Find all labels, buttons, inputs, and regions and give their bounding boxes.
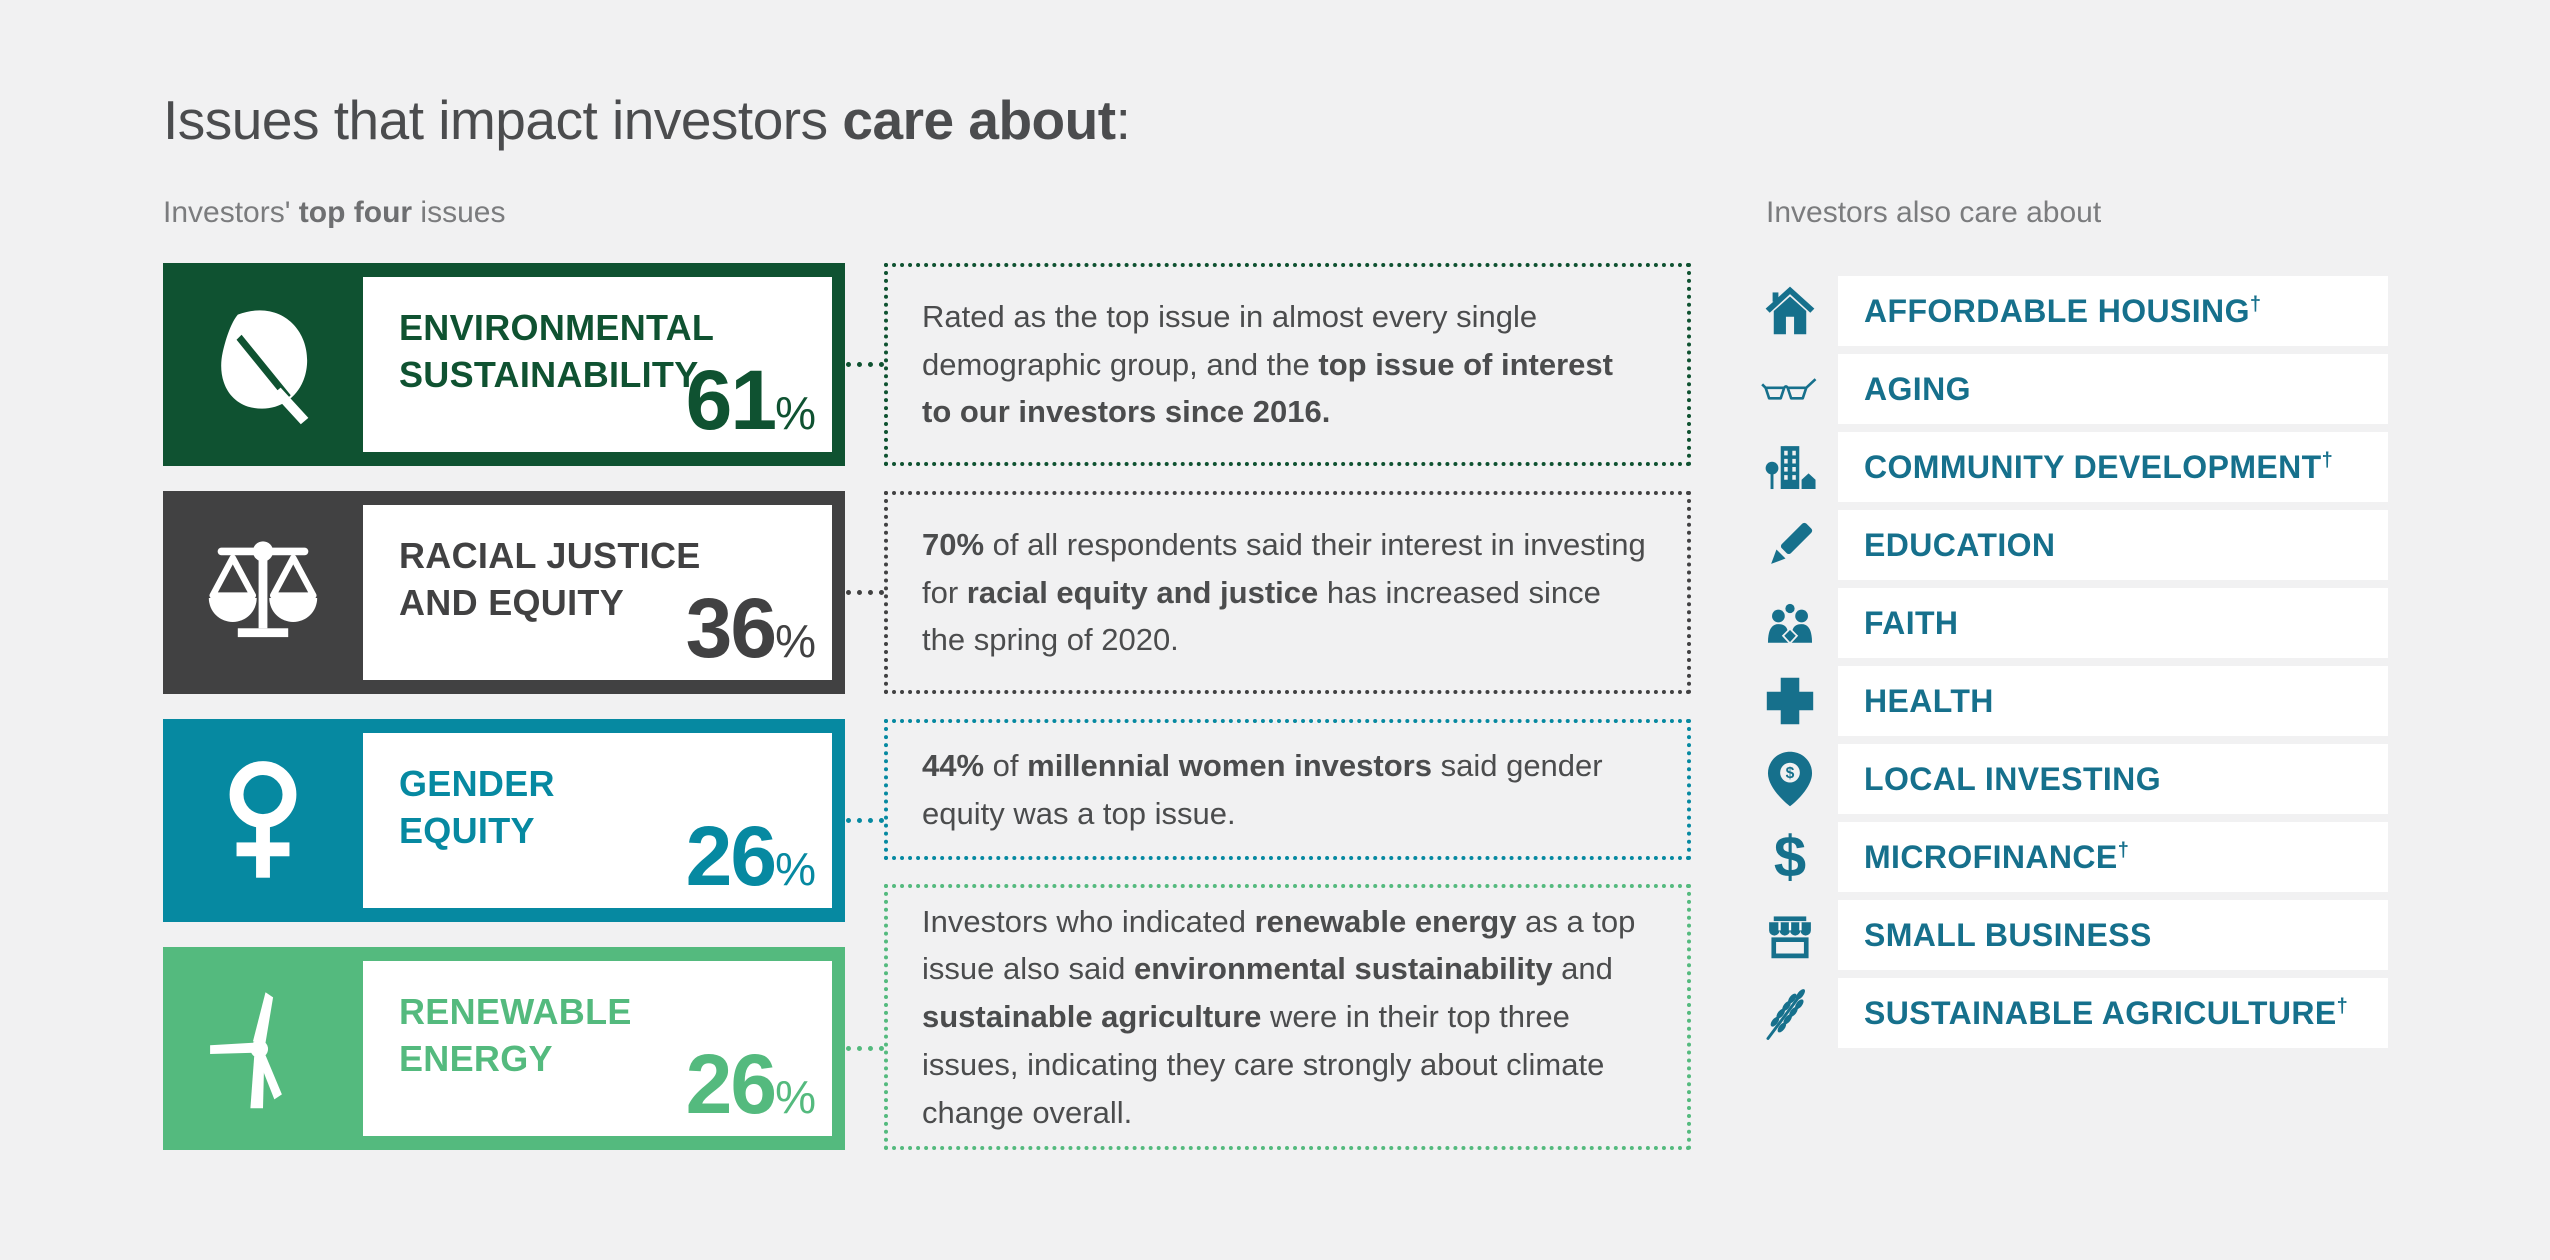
wheat-icon [1752, 978, 1828, 1048]
issue-card-body: RACIAL JUSTICE AND EQUITY 36% [363, 505, 832, 680]
issue-percent: 61% [685, 353, 816, 447]
community-icon [1752, 432, 1828, 502]
list-item-microfinance: MICROFINANCE† [1838, 822, 2388, 892]
issue-card-racial-justice: RACIAL JUSTICE AND EQUITY 36% [163, 491, 845, 694]
issue-title: GENDER EQUITY [399, 763, 555, 851]
issue-percent: 36% [685, 581, 816, 675]
issue-note-text: Investors who indicated renewable energy… [922, 903, 1636, 1130]
issue-note: Rated as the top issue in almost every s… [884, 263, 1691, 466]
list-item-small-business: SMALL BUSINESS [1838, 900, 2388, 970]
issue-note-text: Rated as the top issue in almost every s… [922, 298, 1613, 430]
list-item-health: HEALTH [1838, 666, 2388, 736]
issue-note: 70% of all respondents said their intere… [884, 491, 1691, 694]
issue-card-body: ENVIRONMENTAL SUSTAINABILITY 61% [363, 277, 832, 452]
pencil-icon [1752, 510, 1828, 580]
dollar-icon: $ [1752, 822, 1828, 892]
connector-dots [846, 818, 884, 823]
medical-cross-icon [1752, 666, 1828, 736]
issue-card-renewable-energy: RENEWABLE ENERGY 26% [163, 947, 845, 1150]
list-item-local-investing: LOCAL INVESTING [1838, 744, 2388, 814]
left-subtitle: Investors' top four issues [163, 196, 506, 229]
connector-dots [846, 1046, 884, 1051]
people-icon [1752, 588, 1828, 658]
issue-card-environmental-sustainability: ENVIRONMENTAL SUSTAINABILITY 61% [163, 263, 845, 466]
scales-icon [163, 491, 363, 694]
eyeglasses-icon [1752, 354, 1828, 424]
list-item-affordable-housing: AFFORDABLE HOUSING† [1838, 276, 2388, 346]
list-item-sustainable-agriculture: SUSTAINABLE AGRICULTURE† [1838, 978, 2388, 1048]
leaf-icon [163, 263, 363, 466]
female-icon [163, 719, 363, 922]
issue-percent: 26% [685, 1037, 816, 1131]
issue-title: RACIAL JUSTICE AND EQUITY [399, 535, 701, 623]
issue-card-body: GENDER EQUITY 26% [363, 733, 832, 908]
dagger-mark: † [2117, 838, 2130, 861]
issue-title: RENEWABLE ENERGY [399, 991, 632, 1079]
issue-note: 44% of millennial women investors said g… [884, 719, 1691, 860]
svg-text:$: $ [1774, 828, 1806, 886]
page-title: Issues that impact investors care about: [163, 89, 1131, 151]
dagger-mark: † [2336, 994, 2349, 1017]
issue-percent: 26% [685, 809, 816, 903]
issue-card-body: RENEWABLE ENERGY 26% [363, 961, 832, 1136]
dagger-mark: † [2321, 448, 2334, 471]
issue-title: ENVIRONMENTAL SUSTAINABILITY [399, 307, 715, 395]
list-item-faith: FAITH [1838, 588, 2388, 658]
issue-card-gender-equity: GENDER EQUITY 26% [163, 719, 845, 922]
storefront-icon [1752, 900, 1828, 970]
issue-note: Investors who indicated renewable energy… [884, 884, 1691, 1150]
issue-note-text: 44% of millennial women investors said g… [922, 747, 1603, 831]
wind-turbine-icon [163, 947, 363, 1150]
dagger-mark: † [2249, 292, 2262, 315]
svg-text:$: $ [1786, 765, 1795, 782]
issue-note-text: 70% of all respondents said their intere… [922, 526, 1646, 658]
house-icon [1752, 276, 1828, 346]
list-item-education: EDUCATION [1838, 510, 2388, 580]
right-subtitle: Investors also care about [1766, 196, 2102, 229]
connector-dots [846, 362, 884, 367]
connector-dots [846, 590, 884, 595]
map-pin-dollar-icon: $ [1752, 744, 1828, 814]
list-item-aging: AGING [1838, 354, 2388, 424]
list-item-community-development: COMMUNITY DEVELOPMENT† [1838, 432, 2388, 502]
